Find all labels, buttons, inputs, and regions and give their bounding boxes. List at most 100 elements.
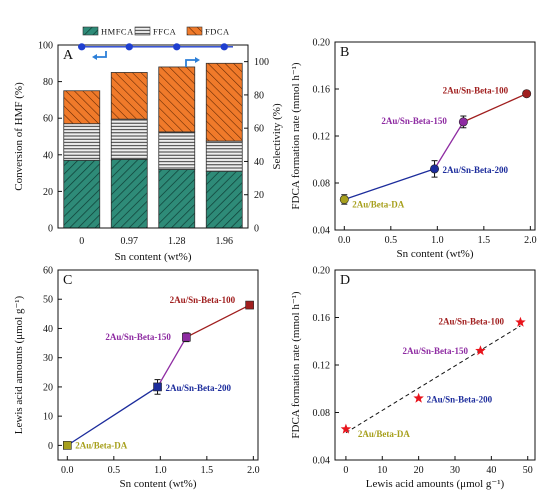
x-tick-label: 1.96 [216,236,234,247]
y-tick-label: 0.12 [313,361,331,372]
y-tick-label: 40 [43,150,53,161]
y-tick-label: 80 [43,77,53,88]
x-axis-label: Sn content (wt%) [120,478,197,490]
x-tick-label: 0.0 [338,235,351,246]
data-point [522,89,532,99]
legend-swatch-hmfca [82,26,99,36]
x-tick-label: 30 [450,465,460,476]
y-tick-label: 80 [254,90,264,101]
panel-d-scatter-chart: D 0.04 0.08 0.12 0.16 0.20 FDCA formation rate… [290,266,536,490]
point-label: 2Au/Sn-Beta-150 [381,116,447,126]
data-point [339,194,349,204]
point-label: 2Au/Sn-Beta-100 [170,295,236,305]
conversion-marker [78,43,86,51]
data-point [245,300,254,310]
right-axis-arrow [185,59,196,67]
point-label: 2Au/Sn-Beta-150 [105,332,171,342]
connect-line [344,168,435,201]
x-tick-label: 10 [377,465,387,476]
y-tick-label: 40 [43,324,53,335]
data-point [430,164,440,174]
y-tick-label: 20 [43,382,53,393]
point-label: 2Au/Sn-Beta-100 [438,316,504,326]
panel-a-bar-chart: 0 0.97 1.28 1.96 A 0 20 40 60 80 100 Conversion of … [13,27,283,264]
point-label: 2Au/Sn-Beta-100 [443,86,509,96]
y-tick-label: 0 [254,224,259,235]
connect-line [66,386,158,446]
panel-label: C [63,273,72,288]
x-tick-label: 20 [414,465,424,476]
bar-fdca [205,62,243,142]
x-tick-label: 1.5 [478,235,491,246]
x-tick-label: 1.28 [168,236,186,247]
legend-label: FFCA [153,27,177,37]
x-tick-label: 2.0 [524,235,537,246]
x-tick-label: 1.0 [154,465,167,476]
data-point [63,441,72,450]
legend-label: HMFCA [101,27,134,37]
star-marker [413,392,424,403]
x-tick-label: 0.5 [385,235,398,246]
x-axis-label: Sn content (wt%) [115,251,192,263]
left-axis-arrow [96,51,107,58]
y-tick-label: 100 [254,57,269,68]
point-label: 2Au/Sn-Beta-200 [166,383,232,393]
x-axis-label: Sn content (wt%) [397,248,474,260]
data-point [458,117,468,127]
point-label: 2Au/Sn-Beta-200 [427,394,493,404]
point-label: 2Au/Sn-Beta-150 [402,346,468,356]
connect-line [186,304,250,338]
point-label: 2Au/Sn-Beta-200 [443,165,509,175]
y-tick-label: 0 [48,224,53,235]
bar-hmfca [63,159,101,229]
y-tick-label: 0.04 [313,226,331,237]
bar-ffca [205,140,243,172]
point-label: 2Au/Beta-DA [358,429,410,439]
y-tick-label: 0.20 [313,38,331,49]
panel-label: D [340,273,350,288]
plot-frame [57,44,249,229]
data-point [153,382,162,392]
bar-fdca [63,90,101,125]
y-axis-label: Lewis acid amounts (μmol g⁻¹) [13,295,25,434]
conversion-marker [125,43,133,51]
left-arrow-head [92,54,97,60]
y-tick-label: 0.08 [313,179,331,190]
x-tick-label: 1.5 [201,465,214,476]
connect-line [156,336,187,388]
panel-b-scatter-chart: B 0.04 0.08 0.12 0.16 0.20 FDCA formation rate… [290,38,537,261]
fit-line [345,325,521,434]
legend-label: FDCA [205,27,230,37]
connect-line [433,121,464,170]
legend-swatch-ffca [134,26,151,36]
bar-hmfca [110,158,148,229]
panel-label: B [340,45,349,60]
y-tick-label: 60 [43,266,53,277]
conversion-marker [173,43,181,51]
point-label: 2Au/Beta-DA [75,440,127,450]
y-tick-label: 0.08 [313,408,331,419]
y-axis-label: Conversion of HMF (%) [13,82,25,191]
bar-hmfca [205,170,243,229]
right-arrow-head [195,57,200,63]
star-marker [515,316,526,327]
y-axis-label: FDCA formation rate (mmol h⁻¹) [290,291,302,439]
bar-hmfca [158,169,196,229]
y-tick-label: 60 [254,124,264,135]
y-tick-label: 0.16 [313,85,331,96]
x-tick-label: 50 [523,465,533,476]
panel-c-scatter-chart: C 0 10 20 30 40 50 60 Lewis acid amounts (μmol g… [13,266,260,491]
bar-fdca [158,66,196,133]
x-tick-label: 0 [343,465,348,476]
y-tick-label: 0.16 [313,313,331,324]
y-tick-label: 0.20 [313,266,331,277]
y-tick-label: 40 [254,157,264,168]
x-axis-label: Lewis acid amounts (μmol g⁻¹) [366,478,505,490]
y-tick-label: 60 [43,114,53,125]
panel-label: A [63,48,74,63]
x-tick-label: 40 [486,465,496,476]
x-tick-label: 0.0 [61,465,74,476]
point-label: 2Au/Beta-DA [352,199,404,209]
y-tick-label: 10 [43,412,53,423]
